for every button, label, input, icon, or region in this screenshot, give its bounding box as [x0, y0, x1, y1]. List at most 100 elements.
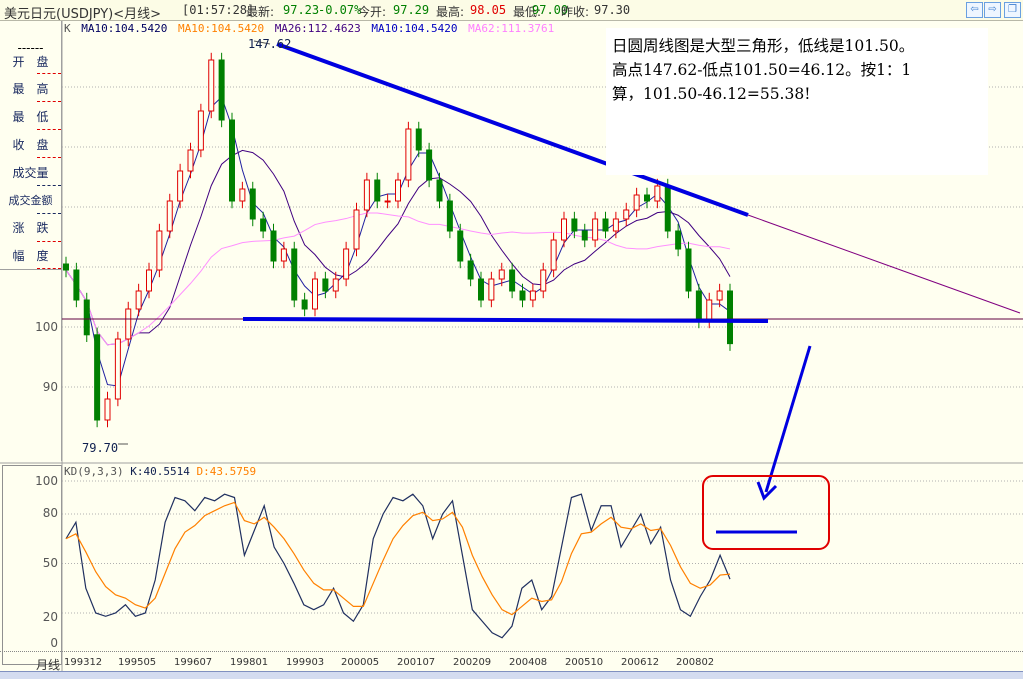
x-tick: 199903 — [286, 657, 325, 668]
candle-down — [63, 263, 69, 271]
next-arrow-button[interactable]: ⇨ — [984, 2, 1001, 18]
candle-down — [478, 278, 484, 301]
time-readout: [01:57:28] — [182, 3, 255, 17]
candle-up — [540, 269, 547, 292]
divider — [37, 268, 61, 269]
prev-arrow-button[interactable]: ⇦ — [966, 2, 983, 18]
high-marker-arrow — [253, 40, 271, 45]
chart-title: 美元日元(USDJPY)<月线> — [4, 7, 162, 22]
divider — [37, 73, 61, 74]
ma-legend-item: MA10:104.5420 — [177, 22, 265, 35]
candle-down — [581, 230, 588, 241]
candle-down — [291, 248, 298, 301]
candle-down — [73, 269, 80, 301]
x-tick: 200107 — [397, 657, 436, 668]
kd-tick-0: 0 — [50, 636, 58, 650]
info-panel-top-dash: ------ — [17, 41, 44, 55]
k-label: K — [64, 22, 71, 35]
candle-down — [322, 278, 329, 292]
target-arrow-shaft — [764, 345, 812, 493]
candle-down — [94, 334, 101, 421]
annotation-box: 日圆周线图是大型三角形，低线是101.50。 高点147.62-低点101.50… — [606, 28, 988, 175]
candle-up — [384, 200, 391, 203]
candle-up — [239, 188, 246, 202]
kd-name: KD(9,3,3) — [64, 465, 124, 478]
divider — [37, 101, 61, 102]
kd-d-line — [65, 501, 731, 616]
info-close: 收 盘 — [12, 138, 49, 152]
ma-legend-item: MA26:112.4623 — [274, 22, 361, 35]
price-tick-100: 100 — [35, 320, 58, 334]
candle-down — [436, 179, 443, 202]
candle-up — [156, 230, 163, 271]
candle-down — [301, 299, 308, 310]
ma-legend: K MA10:104.5420 MA10:104.5420 MA26:112.4… — [64, 22, 558, 35]
divider — [37, 241, 61, 242]
info-amount: 成交金额 — [8, 194, 53, 207]
candle-down — [571, 218, 578, 232]
candle-up — [177, 170, 184, 202]
target-highlight-box — [702, 475, 830, 550]
candle-up — [633, 194, 640, 211]
candle-up — [197, 110, 204, 151]
info-low: 最 低 — [12, 110, 49, 124]
restore-window-button[interactable]: ❐ — [1004, 2, 1021, 18]
kd-d-value: D:43.5759 — [196, 465, 257, 478]
divider — [37, 185, 61, 186]
low-marker-label: 79.70 — [82, 441, 119, 455]
low-value: 97.00 — [532, 3, 569, 17]
x-tick: 199312 — [64, 657, 103, 668]
candle-down — [83, 299, 90, 336]
divider — [37, 213, 61, 214]
price-tick-90: 90 — [42, 380, 58, 394]
prev-close-value: 97.30 — [594, 3, 631, 17]
candle-up — [716, 290, 723, 301]
candle-up — [529, 290, 536, 301]
candle-down — [270, 230, 277, 262]
candle-up — [488, 278, 495, 301]
x-tick: 200802 — [676, 657, 715, 668]
prev-close-label: 昨收: — [561, 5, 590, 19]
kd-k-line — [65, 493, 731, 639]
ma26-line — [65, 149, 731, 346]
candle-down — [602, 218, 609, 232]
candle-up — [135, 290, 142, 310]
candle-up — [498, 269, 505, 280]
candle-down — [664, 185, 671, 232]
candle-up — [166, 200, 173, 232]
low-label: 最低: — [513, 5, 542, 19]
candle-up — [550, 239, 557, 271]
kd-k-value: K:40.5514 — [130, 465, 190, 478]
ma-legend-item: MA62:111.3761 — [468, 22, 555, 35]
candle-up — [104, 398, 111, 421]
ma-legend-item: MA10:104.5420 — [81, 22, 168, 35]
candle-up — [125, 308, 132, 340]
candle-up — [208, 59, 215, 112]
candle-down — [229, 119, 235, 202]
latest-label: 最新: — [246, 5, 275, 19]
kd-legend: KD(9,3,3) K:40.5514 D:43.5759 — [64, 465, 256, 478]
info-panel: ------ 开 盘 最 高 最 低 收 盘 成交量 成交金额 涨 跌 幅 度 — [0, 21, 62, 461]
candle-up — [353, 209, 360, 250]
x-tick: 200510 — [565, 657, 604, 668]
kd-tick-100: 100 — [35, 474, 58, 488]
candle-down — [519, 290, 526, 301]
candle-down — [446, 200, 453, 232]
info-change-pct: 幅 度 — [12, 249, 49, 263]
candle-up — [706, 299, 713, 322]
x-tick: 200209 — [453, 657, 492, 668]
ma62-line — [65, 212, 731, 346]
candle-up — [623, 209, 630, 220]
candle-up — [280, 248, 287, 262]
high-marker-label: 147.62 — [248, 37, 292, 51]
kd-tick-20: 20 — [42, 610, 58, 624]
candle-down — [415, 128, 422, 151]
candle-down — [685, 248, 692, 292]
candle-up — [363, 179, 370, 211]
candle-down — [260, 218, 267, 232]
lower-trend-line — [242, 317, 769, 323]
x-tick: 199801 — [230, 657, 269, 668]
candle-down — [695, 290, 702, 322]
open-value: 97.29 — [393, 3, 430, 17]
